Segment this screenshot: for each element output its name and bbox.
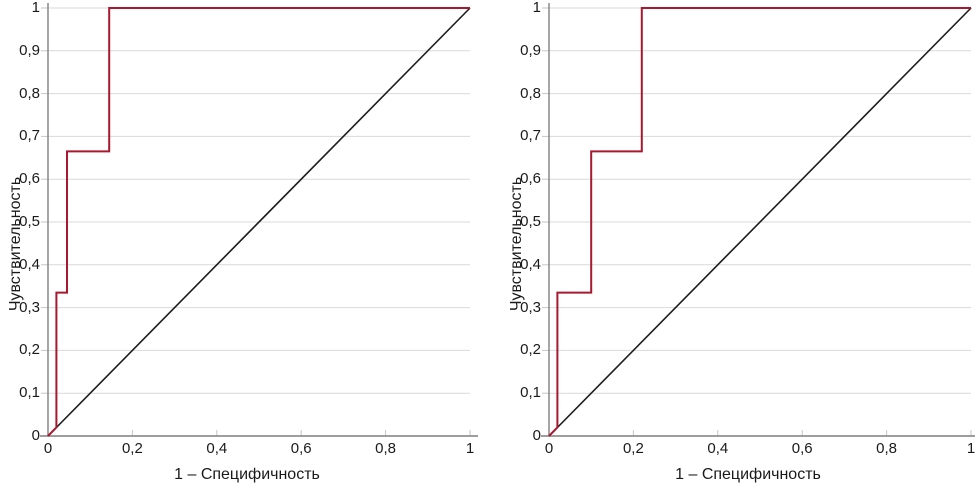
x-tick-label: 0 [43, 440, 53, 457]
reference-line [548, 7, 972, 437]
y-tick-label: 0,4 [520, 255, 541, 273]
y-tick-label: 0,4 [19, 255, 40, 273]
y-tick-label: 0,1 [19, 384, 40, 402]
y-tick-label: 0 [31, 427, 40, 444]
x-tick-label: 0,8 [876, 440, 898, 457]
x-tick-label: 0,2 [622, 440, 644, 457]
x-tick-label: 0,4 [707, 440, 729, 457]
x-tick-label: 0,2 [121, 440, 143, 457]
x-tick-label: 1 [966, 440, 975, 457]
y-tick-label: 0,3 [520, 298, 541, 316]
roc-chart-right: Чувствительность 1 – Специфичность 0 0,1 0… [501, 0, 975, 487]
y-tick-label: 0,3 [19, 298, 40, 316]
roc-curve [548, 7, 971, 437]
y-tick-label: 0,6 [19, 170, 40, 188]
y-tick-label: 0,9 [520, 41, 541, 59]
y-axis-title: Чувствительность [7, 176, 24, 312]
roc-curve [47, 7, 470, 437]
y-tick-label: 0 [532, 427, 541, 444]
x-axis-title: 1 – Специфичность [174, 466, 320, 483]
plot-area [541, 3, 975, 437]
roc-chart-left: Чувствительность 1 – Специфичность 0 0,1 0… [7, 0, 478, 483]
y-tick-label: 0,2 [520, 341, 541, 359]
x-tick-label: 0,4 [206, 440, 228, 457]
x-tick-label: 0,6 [791, 440, 813, 457]
y-tick-label: 0,5 [520, 213, 541, 230]
x-tick-label: 0 [544, 440, 554, 457]
y-axis-title: Чувствительность [508, 176, 525, 312]
y-tick-label: 0,8 [520, 84, 541, 102]
plot-area [40, 3, 478, 437]
y-tick-label: 0,8 [19, 84, 40, 102]
x-tick-label: 1 [465, 440, 475, 457]
y-tick-label: 0,1 [520, 384, 541, 402]
y-tick-label: 0,9 [19, 41, 40, 59]
x-tick-label: 0,6 [290, 440, 312, 457]
y-tick-label: 1 [532, 0, 541, 16]
y-tick-label: 0,6 [520, 170, 541, 188]
y-tick-label: 0,7 [19, 127, 40, 145]
reference-line [47, 7, 471, 437]
y-tick-label: 0,5 [19, 213, 40, 230]
x-axis-title: 1 – Специфичность [675, 466, 821, 483]
y-tick-label: 0,7 [520, 127, 541, 145]
x-tick-label: 0,8 [375, 440, 397, 457]
y-tick-label: 0,2 [19, 341, 40, 359]
y-tick-label: 1 [31, 0, 40, 16]
